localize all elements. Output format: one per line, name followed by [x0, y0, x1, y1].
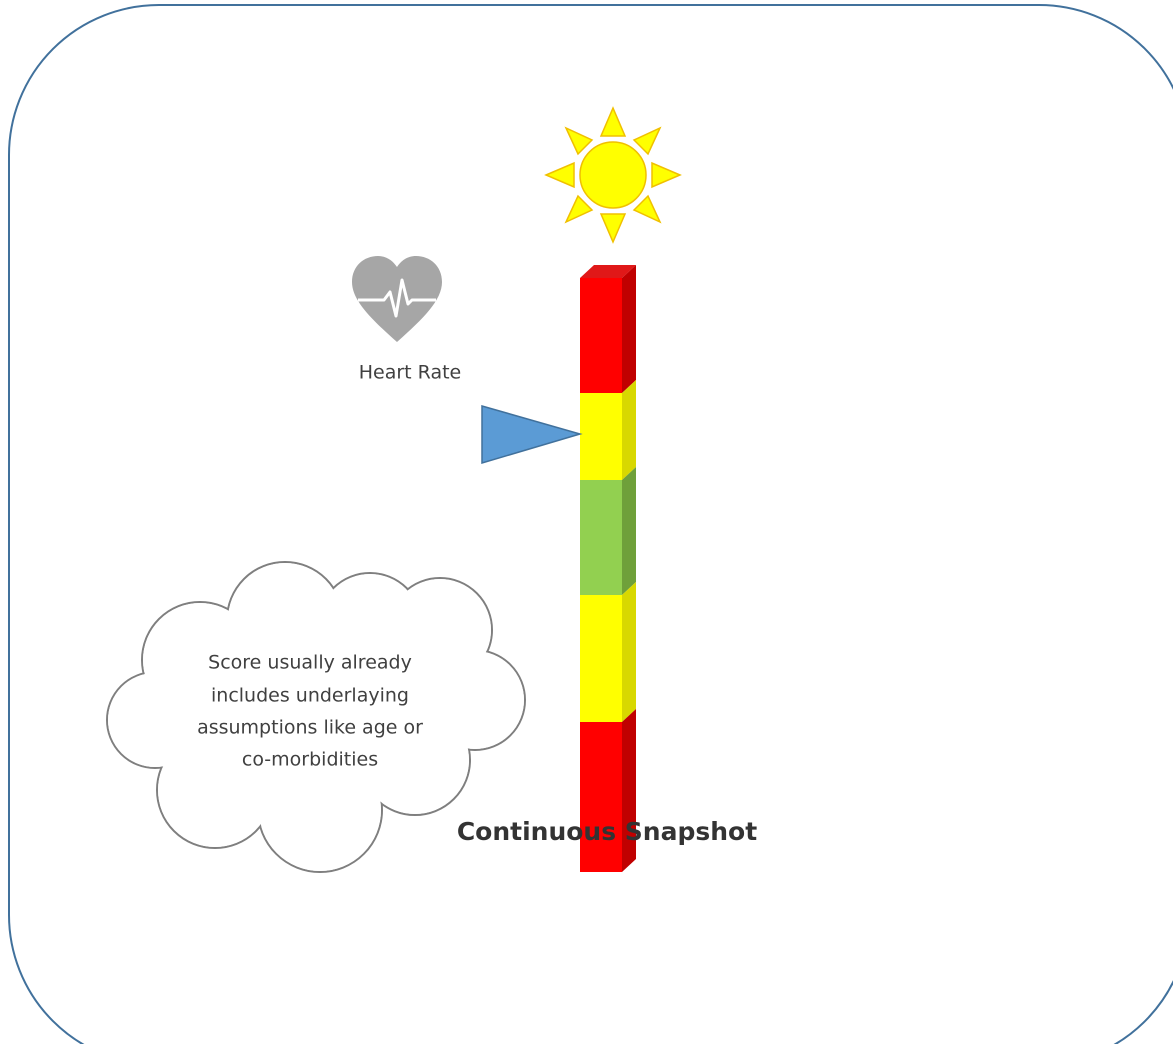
pointer-arrow — [481, 405, 583, 465]
caption: Continuous Snapshot — [457, 817, 757, 846]
cloud-text: includes underlaying — [211, 685, 409, 707]
sun-icon — [544, 106, 682, 244]
cloud-text: assumptions like age or — [197, 717, 423, 739]
cloud-shape — [106, 561, 526, 873]
heart-rate-label: Heart Rate — [359, 362, 462, 384]
cloud-text: Score usually already — [208, 652, 412, 674]
heart-icon — [352, 256, 442, 342]
cloud-text: co-morbidities — [242, 749, 378, 771]
score-bar — [580, 265, 636, 872]
